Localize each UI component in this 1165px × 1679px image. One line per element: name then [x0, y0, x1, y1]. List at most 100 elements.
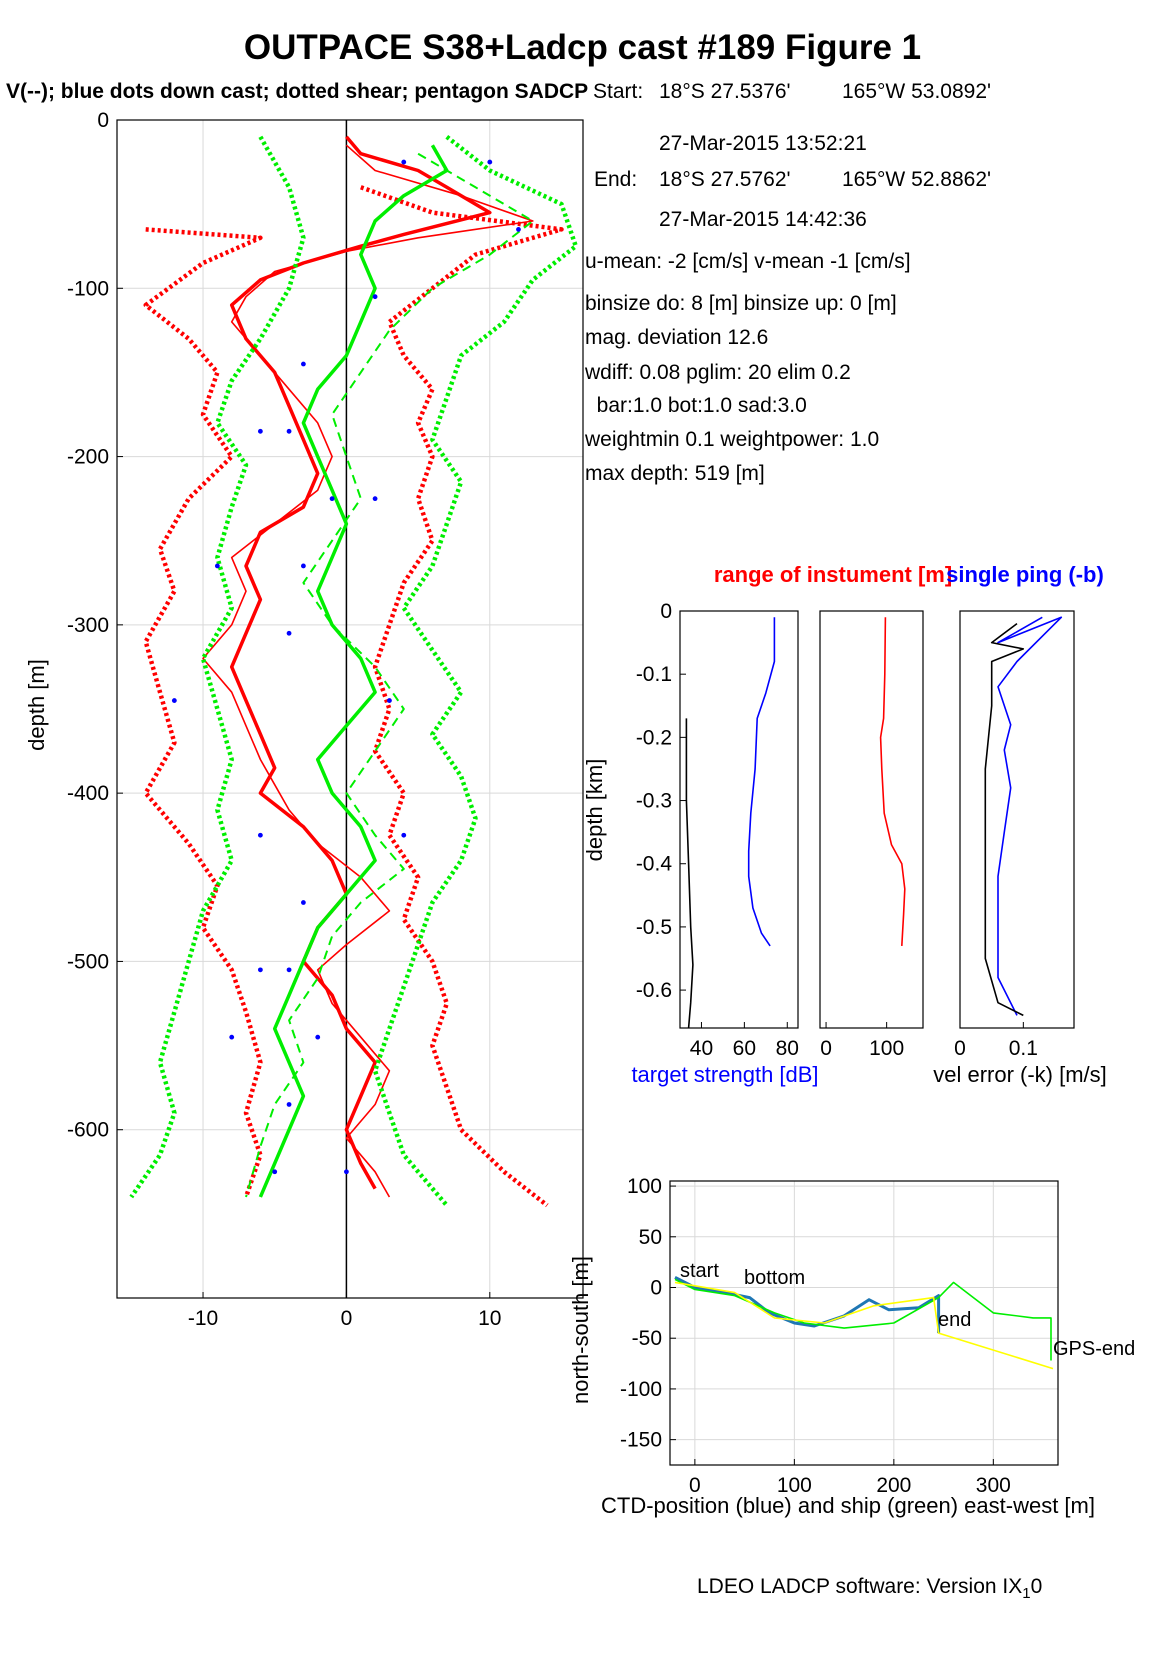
target-strength-y-tick-label-6: -0.6	[636, 979, 672, 1002]
target-strength-y-tick-label-5: -0.5	[636, 916, 672, 939]
velocity-profile-point-8-3	[372, 294, 378, 300]
range-of-instrument-axes-box	[819, 610, 924, 1029]
range-of-instrument-x-tick-label-1: 100	[869, 1037, 904, 1060]
figure-title: OUTPACE S38+Ladcp cast #189 Figure 1	[243, 28, 922, 67]
target-strength-y-tick-label-0: 0	[660, 600, 672, 623]
start-longitude: 165°W 53.0892'	[842, 80, 992, 103]
end-time: 27-Mar-2015 14:42:36	[659, 208, 867, 231]
range-of-instrument-x-tick-label-0: 0	[820, 1037, 832, 1060]
target-strength-axes-box	[679, 610, 799, 1029]
target-strength-y-tick-label-3: -0.3	[636, 790, 672, 813]
velocity-profile-point-8-5	[286, 428, 292, 434]
track-series-0	[674, 1276, 941, 1334]
track-label-start: start	[680, 1260, 719, 1282]
mean-velocities: u-mean: -2 [cm/s] v-mean -1 [cm/s]	[585, 250, 911, 273]
track-series-2	[674, 1281, 1054, 1370]
velocity-profile-point-8-12	[171, 698, 177, 703]
velocity-profile-x-tick-label-2: 10	[478, 1307, 501, 1330]
binsize-info: binsize do: 8 [m] binsize up: 0 [m]	[585, 292, 897, 315]
velocity-profile-point-8-14	[257, 832, 263, 838]
velocity-profile-y-tick-label-4: -400	[67, 782, 109, 805]
track-x-label: CTD-position (blue) and ship (green) eas…	[601, 1493, 1095, 1518]
velocity-profile-point-8-20	[229, 1034, 235, 1040]
end-longitude: 165°W 52.8862'	[842, 168, 992, 191]
max-depth: max depth: 519 [m]	[585, 462, 765, 485]
track-x-tick-label-0: 0	[689, 1474, 701, 1497]
velocity-profile-point-8-23	[344, 1169, 349, 1175]
velocity-profile-point-8-7	[329, 496, 335, 502]
velocity-profile-point-8-11	[286, 630, 292, 636]
track-y-tick-label-5: -150	[620, 1429, 662, 1452]
velocity-profile-point-8-18	[286, 967, 292, 973]
software-text: LDEO LADCP software: Version IX	[697, 1575, 1023, 1598]
velocity-profile-series-5	[245, 152, 534, 1198]
target-strength-x-tick-label-0: 40	[690, 1037, 713, 1060]
target-strength-y-label: depth [km]	[582, 759, 607, 862]
velocity-profile-point-8-8	[372, 496, 378, 502]
track-y-tick-label-3: -50	[632, 1327, 662, 1350]
track-y-tick-label-2: 0	[650, 1277, 662, 1300]
velocity-profile-point-8-17	[257, 967, 263, 973]
velocity-profile-x-tick-label-0: -10	[188, 1307, 218, 1330]
velocity-profile-series-4	[258, 144, 449, 1198]
velocity-profile-series-1	[202, 144, 534, 1198]
vel-error-x-label: vel error (-k) [m/s]	[933, 1062, 1107, 1087]
track-x-tick-label-2: 200	[876, 1474, 911, 1497]
velocity-profile-point-8-10	[301, 563, 306, 569]
track-label-gps-end: GPS-end	[1053, 1338, 1135, 1360]
figure-subtitle: V(--); blue dots down cast; dotted shear…	[6, 80, 589, 103]
bar-info: bar:1.0 bot:1.0 sad:3.0	[585, 394, 807, 417]
software-suffix: 0	[1030, 1575, 1043, 1598]
track-x-tick-label-1: 100	[777, 1474, 812, 1497]
vel-error-x-tick-label-0: 0	[954, 1037, 966, 1060]
velocity-profile-series-7	[372, 135, 579, 1207]
target-strength-y-tick-label-2: -0.2	[636, 726, 672, 749]
velocity-profile-x-tick-label-1: 0	[341, 1307, 353, 1330]
range-of-instrument-series-0	[879, 617, 906, 946]
target-strength-series-0	[747, 617, 776, 947]
weight-info: weightmin 0.1 weightpower: 1.0	[585, 428, 880, 451]
velocity-profile-point-8-6	[257, 428, 263, 434]
velocity-profile-point-8-4	[301, 361, 306, 367]
end-label: End:	[594, 168, 638, 191]
velocity-profile-y-tick-label-0: 0	[97, 109, 109, 132]
velocity-profile-point-8-16	[301, 900, 306, 905]
start-label: Start:	[593, 80, 644, 103]
velocity-profile-point-8-19	[315, 1034, 321, 1040]
velocity-profile-point-8-2	[516, 226, 521, 232]
software-version: LDEO LADCP software: Version IX10	[697, 1575, 1042, 1602]
start-time: 27-Mar-2015 13:52:21	[659, 132, 867, 155]
target-strength-x-tick-label-1: 60	[733, 1037, 756, 1060]
velocity-y-label: depth [m]	[24, 659, 49, 751]
track-y-tick-label-4: -100	[620, 1378, 662, 1401]
velocity-profile-y-tick-label-6: -600	[67, 1119, 109, 1142]
range-title: range of instument [m]	[714, 562, 952, 587]
velocity-profile-axes-box	[116, 119, 584, 1299]
vel-error-series-0	[997, 616, 1063, 1016]
velocity-profile-series-0	[229, 135, 492, 1190]
velocity-profile-point-8-0	[401, 159, 407, 165]
track-label-bottom: bottom	[744, 1267, 805, 1289]
velocity-profile-point-8-21	[286, 1102, 292, 1107]
vel-error-axes-box	[959, 610, 1075, 1029]
velocity-profile-series-2	[143, 227, 263, 1198]
target-strength-y-tick-label-4: -0.4	[636, 853, 673, 876]
software-subscript: 1	[1022, 1585, 1031, 1603]
velocity-profile-point-8-22	[272, 1169, 278, 1175]
track-y-label: north-south [m]	[568, 1256, 593, 1404]
velocity-profile-y-tick-label-5: -500	[67, 950, 109, 973]
velocity-profile-point-8-15	[401, 832, 407, 838]
velocity-profile-y-tick-label-2: -200	[67, 446, 109, 469]
velocity-profile-point-8-13	[387, 698, 392, 703]
start-latitude: 18°S 27.5376'	[659, 80, 791, 103]
end-latitude: 18°S 27.5762'	[659, 168, 791, 191]
track-series-1	[674, 1278, 1052, 1361]
vel-error-series-1	[984, 622, 1025, 1017]
velocity-profile-series-3	[360, 185, 564, 1208]
velocity-profile-point-8-1	[487, 159, 493, 165]
velocity-profile-point-8-9	[214, 563, 220, 569]
wdiff-info: wdiff: 0.08 pglim: 20 elim 0.2	[585, 361, 851, 384]
track-y-tick-label-1: 50	[639, 1226, 662, 1249]
